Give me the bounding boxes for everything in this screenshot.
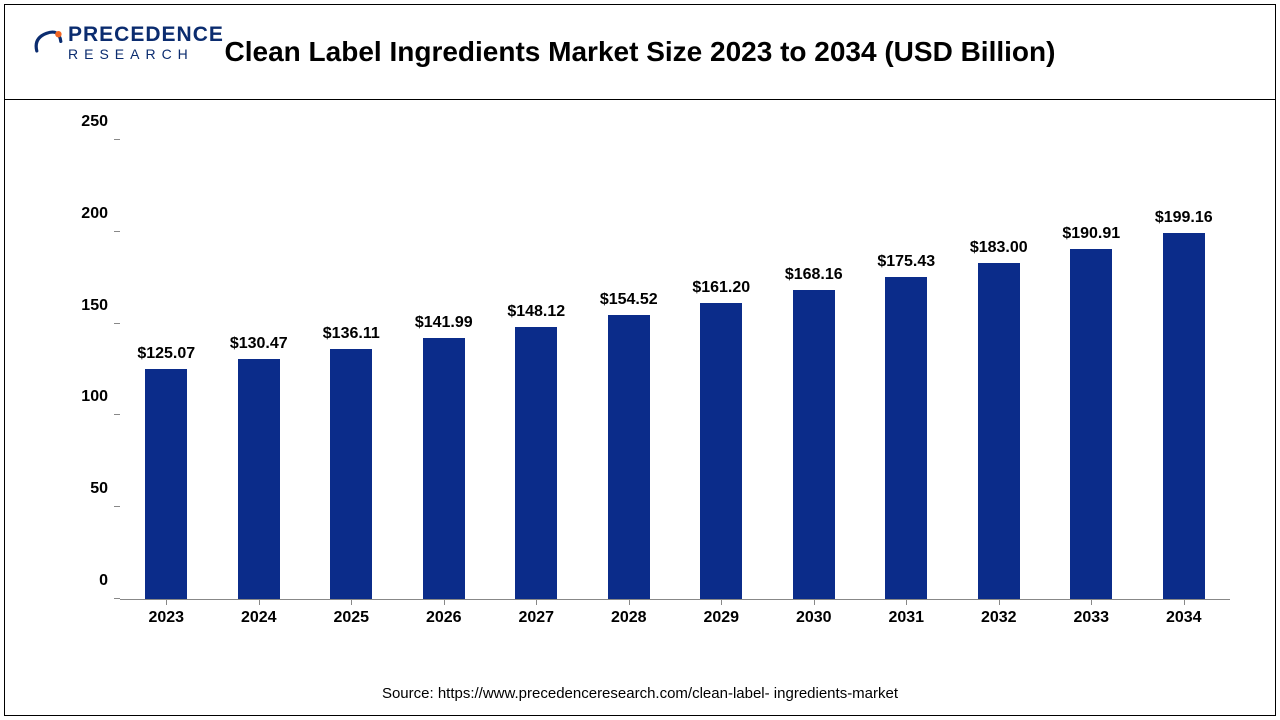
bar [700, 303, 742, 599]
x-axis-label: 2023 [148, 609, 184, 627]
bar [330, 349, 372, 599]
bar-value-label: $168.16 [785, 266, 843, 284]
x-tick [1184, 599, 1185, 605]
x-tick [1091, 599, 1092, 605]
y-axis-label: 150 [58, 297, 108, 315]
bar-value-label: $125.07 [137, 345, 195, 363]
y-tick [114, 231, 120, 232]
x-axis-label: 2033 [1073, 609, 1109, 627]
bar-slot: $136.11 [330, 349, 372, 599]
bar [145, 369, 187, 599]
bar [423, 338, 465, 599]
x-tick [536, 599, 537, 605]
bar [515, 327, 557, 599]
bar [978, 263, 1020, 599]
x-axis-label: 2031 [888, 609, 924, 627]
bar-slot: $161.20 [700, 303, 742, 599]
bar [1163, 233, 1205, 599]
chart-container: 050100150200250$125.072023$130.472024$13… [50, 120, 1250, 660]
x-tick [444, 599, 445, 605]
x-tick [259, 599, 260, 605]
y-axis-label: 100 [58, 388, 108, 406]
bar-value-label: $161.20 [692, 279, 750, 297]
bar [608, 315, 650, 599]
bar-slot: $199.16 [1163, 233, 1205, 599]
y-tick [114, 414, 120, 415]
header-block: PRECEDENCE RESEARCH Clean Label Ingredie… [4, 4, 1276, 100]
bar-slot: $190.91 [1070, 249, 1112, 600]
bar-value-label: $190.91 [1062, 225, 1120, 243]
logo-top-text: PRECEDENCE [68, 24, 224, 45]
x-axis-label: 2030 [796, 609, 832, 627]
y-axis-label: 250 [58, 113, 108, 131]
bar-value-label: $130.47 [230, 335, 288, 353]
bar-slot: $141.99 [423, 338, 465, 599]
logo-swoosh-icon [32, 27, 64, 59]
x-tick [166, 599, 167, 605]
y-tick [114, 598, 120, 599]
bar-value-label: $136.11 [323, 325, 380, 343]
x-axis-label: 2026 [426, 609, 462, 627]
bar-slot: $148.12 [515, 327, 557, 599]
bar-slot: $183.00 [978, 263, 1020, 599]
logo-text: PRECEDENCE RESEARCH [68, 24, 224, 61]
x-axis-label: 2028 [611, 609, 647, 627]
x-axis-label: 2034 [1166, 609, 1202, 627]
bar [238, 359, 280, 599]
x-axis-label: 2025 [333, 609, 369, 627]
bar-value-label: $154.52 [600, 291, 658, 309]
y-axis-label: 50 [58, 480, 108, 498]
x-tick [351, 599, 352, 605]
bar [1070, 249, 1112, 600]
y-axis-label: 0 [58, 572, 108, 590]
bar-value-label: $199.16 [1155, 209, 1213, 227]
bar-value-label: $175.43 [877, 253, 935, 271]
x-axis-label: 2024 [241, 609, 277, 627]
bar-value-label: $183.00 [970, 239, 1028, 257]
y-axis-label: 200 [58, 205, 108, 223]
bar-value-label: $148.12 [507, 303, 565, 321]
x-tick [721, 599, 722, 605]
x-axis-label: 2032 [981, 609, 1017, 627]
logo-bottom-text: RESEARCH [68, 47, 224, 61]
x-tick [629, 599, 630, 605]
x-tick [999, 599, 1000, 605]
brand-logo: PRECEDENCE RESEARCH [32, 24, 224, 61]
y-tick [114, 323, 120, 324]
y-tick [114, 139, 120, 140]
x-axis-label: 2027 [518, 609, 554, 627]
bar-value-label: $141.99 [415, 314, 473, 332]
bar [793, 290, 835, 599]
bar-slot: $175.43 [885, 277, 927, 599]
bar [885, 277, 927, 599]
bar-slot: $168.16 [793, 290, 835, 599]
x-axis-label: 2029 [703, 609, 739, 627]
x-tick [906, 599, 907, 605]
y-tick [114, 506, 120, 507]
source-citation: Source: https://www.precedenceresearch.c… [0, 685, 1280, 702]
bar-slot: $125.07 [145, 369, 187, 599]
x-tick [814, 599, 815, 605]
bar-slot: $130.47 [238, 359, 280, 599]
bar-slot: $154.52 [608, 315, 650, 599]
plot-area: 050100150200250$125.072023$130.472024$13… [120, 140, 1230, 600]
